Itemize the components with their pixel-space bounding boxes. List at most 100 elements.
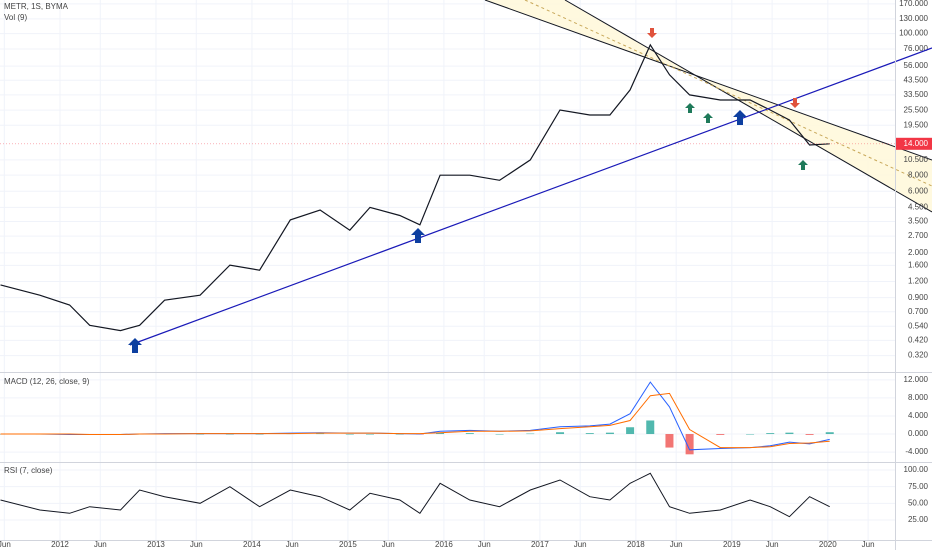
x-tick-label: Jun xyxy=(286,540,299,549)
trend-line xyxy=(129,47,932,346)
histogram-bar xyxy=(526,433,535,435)
x-tick-label: 2015 xyxy=(339,540,357,549)
subtitle: Vol (9) xyxy=(4,13,27,22)
y-tick-label: 1.200 xyxy=(908,277,929,286)
histogram-bar xyxy=(255,434,264,435)
support-arrows xyxy=(128,110,747,353)
y-tick-label: 76.000 xyxy=(904,44,929,53)
y-tick-label: 6.000 xyxy=(908,186,929,195)
y-tick-label: 25.500 xyxy=(904,105,929,114)
histogram-bar xyxy=(316,433,325,435)
arrow-up xyxy=(703,113,713,123)
y-tick-label: 2.000 xyxy=(908,248,929,257)
x-tick-label: 2014 xyxy=(243,540,261,549)
y-tick-label: 0.900 xyxy=(908,293,929,302)
arrow-up xyxy=(798,160,808,170)
histogram-bar xyxy=(605,432,614,435)
arrow-up xyxy=(685,103,695,113)
histogram-bar xyxy=(766,433,775,435)
x-tick-label: Jun xyxy=(670,540,683,549)
y-tick-label: 43.500 xyxy=(904,75,929,84)
histogram-bar xyxy=(395,434,404,435)
y-tick-label: 100.00 xyxy=(904,465,929,474)
y-tick-label: 33.500 xyxy=(904,90,929,99)
histogram-bar xyxy=(585,433,594,435)
histogram-bar xyxy=(196,434,205,435)
x-tick-label: Jun xyxy=(190,540,203,549)
y-tick-label: 4.500 xyxy=(908,203,929,212)
x-tick-label: 2020 xyxy=(819,540,837,549)
histogram-bar xyxy=(665,434,674,448)
x-tick-label: Jun xyxy=(766,540,779,549)
arrow-up xyxy=(733,110,747,125)
y-tick-label: 0.420 xyxy=(908,336,929,345)
y-tick-label: 75.00 xyxy=(908,482,929,491)
y-tick-label: 3.500 xyxy=(908,217,929,226)
last-price-box xyxy=(896,137,932,150)
red-arrows xyxy=(647,28,800,108)
macd-title: MACD (12, 26, close, 9) xyxy=(4,377,90,386)
rsi-line xyxy=(0,472,830,518)
x-tick-label: Jun xyxy=(478,540,491,549)
arrow-down xyxy=(790,98,800,108)
x-tick-label: Jun xyxy=(862,540,875,549)
histogram-bar xyxy=(646,420,655,435)
y-tick-label: 4.000 xyxy=(908,411,929,420)
histogram-bar xyxy=(365,434,374,435)
x-tick-label: 2019 xyxy=(723,540,741,549)
histogram-bar xyxy=(785,432,794,435)
y-tick-label: 0.540 xyxy=(908,321,929,330)
histogram-bar xyxy=(716,434,725,435)
arrow-down xyxy=(647,28,657,38)
x-tick-label: Jun xyxy=(0,540,11,549)
y-tick-label: 100.000 xyxy=(899,29,928,38)
histogram-bar xyxy=(825,432,834,435)
x-tick-label: 2013 xyxy=(147,540,165,549)
x-tick-label: Jun xyxy=(94,540,107,549)
y-tick-label: 0.320 xyxy=(908,351,929,360)
y-tick-label: 0.700 xyxy=(908,307,929,316)
last-price-label: 14.000 xyxy=(904,139,929,148)
channel-lower xyxy=(564,0,932,213)
arrow-up xyxy=(411,228,425,243)
x-tick-label: 2016 xyxy=(435,540,453,549)
y-tick-label: 0.000 xyxy=(908,429,929,438)
channel-upper xyxy=(484,0,932,161)
y-tick-label: 130.000 xyxy=(899,14,928,23)
macd-line xyxy=(0,392,830,449)
y-tick-label: 50.00 xyxy=(908,498,929,507)
chart-title: METR, 1S, BYMA xyxy=(4,2,69,11)
x-tick-label: 2012 xyxy=(51,540,69,549)
histogram-bar xyxy=(495,434,504,435)
green-arrows xyxy=(685,103,808,170)
histogram-bar xyxy=(746,434,755,435)
y-tick-label: 12.000 xyxy=(904,375,929,384)
channel-mid xyxy=(524,0,932,187)
histogram-bar xyxy=(436,432,445,435)
y-tick-label: -4.000 xyxy=(905,447,928,456)
histogram-bar xyxy=(225,434,234,435)
price-line xyxy=(0,43,830,332)
histogram-bar xyxy=(626,427,635,435)
histogram-bar xyxy=(685,434,694,455)
x-tick-label: Jun xyxy=(382,540,395,549)
y-tick-label: 8.000 xyxy=(908,170,929,179)
histogram-bar xyxy=(465,433,474,435)
grid xyxy=(0,0,895,540)
arrow-up xyxy=(128,338,142,353)
y-tick-label: 25.00 xyxy=(908,515,929,524)
x-tick-label: 2018 xyxy=(627,540,645,549)
y-tick-label: 2.700 xyxy=(908,231,929,240)
y-tick-label: 19.500 xyxy=(904,120,929,129)
histogram-bar xyxy=(556,432,565,435)
x-tick-label: 2017 xyxy=(531,540,549,549)
y-tick-label: 56.000 xyxy=(904,61,929,70)
y-tick-label: 170.000 xyxy=(899,0,928,8)
x-tick-label: Jun xyxy=(574,540,587,549)
y-tick-label: 8.000 xyxy=(908,393,929,402)
y-tick-label: 1.600 xyxy=(908,261,929,270)
y-tick-label: 10.500 xyxy=(904,155,929,164)
